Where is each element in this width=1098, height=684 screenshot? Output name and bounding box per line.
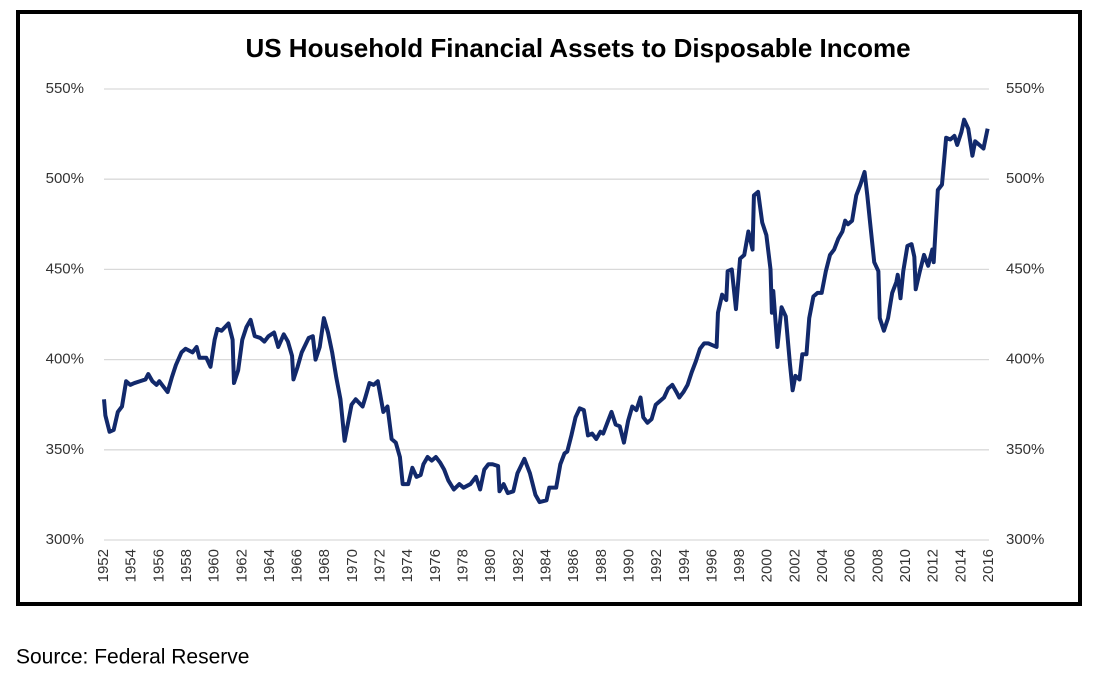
x-tick-label: 1968 xyxy=(316,549,333,582)
y2-tick-label: 450% xyxy=(1006,260,1044,277)
x-tick-label: 1972 xyxy=(372,549,389,582)
source-note: Source: Federal Reserve xyxy=(16,646,249,669)
y2-tick-label: 550% xyxy=(1006,80,1044,97)
x-tick-label: 1970 xyxy=(344,549,361,582)
y-tick-label: 350% xyxy=(46,441,84,458)
x-tick-label: 1976 xyxy=(427,549,444,582)
x-tick-label: 1988 xyxy=(593,549,610,582)
x-tick-label: 1984 xyxy=(537,549,554,582)
x-tick-label: 1982 xyxy=(510,549,527,582)
y2-tick-label: 400% xyxy=(1006,351,1044,368)
x-tick-label: 2002 xyxy=(786,549,803,582)
x-tick-label: 1974 xyxy=(399,549,416,582)
y2-tick-label: 350% xyxy=(1006,441,1044,458)
x-tick-label: 1986 xyxy=(565,549,582,582)
data-line xyxy=(102,117,990,505)
x-tick-label: 1956 xyxy=(150,549,167,582)
x-tick-label: 1954 xyxy=(123,549,140,582)
x-tick-label: 1962 xyxy=(233,549,250,582)
y-tick-label: 450% xyxy=(46,260,84,277)
x-tick-label: 2006 xyxy=(842,549,859,582)
chart-title: US Household Financial Assets to Disposa… xyxy=(245,33,910,63)
x-tick-label: 2004 xyxy=(814,549,831,582)
y-tick-label: 400% xyxy=(46,351,84,368)
x-tick-label: 1958 xyxy=(178,549,195,582)
x-tick-label: 2016 xyxy=(980,549,997,582)
x-tick-label: 2008 xyxy=(869,549,886,582)
x-tick-label: 2010 xyxy=(897,549,914,582)
x-tick-label: 1990 xyxy=(620,549,637,582)
y-tick-label: 550% xyxy=(46,80,84,97)
x-tick-label: 1964 xyxy=(261,549,278,582)
x-tick-label: 1992 xyxy=(648,549,665,582)
x-tick-label: 1960 xyxy=(206,549,223,582)
chart-frame xyxy=(16,10,1082,606)
y2-tick-label: 500% xyxy=(1006,170,1044,187)
x-tick-label: 1994 xyxy=(676,549,693,582)
x-tick-label: 2012 xyxy=(925,549,942,582)
x-tick-label: 1998 xyxy=(731,549,748,582)
y-tick-label: 500% xyxy=(46,170,84,187)
y2-tick-label: 300% xyxy=(1006,531,1044,548)
x-tick-label: 2000 xyxy=(759,549,776,582)
x-tick-label: 1952 xyxy=(95,549,112,582)
y-tick-label: 300% xyxy=(46,531,84,548)
x-tick-label: 1966 xyxy=(289,549,306,582)
x-tick-label: 2014 xyxy=(952,549,969,582)
x-tick-label: 1980 xyxy=(482,549,499,582)
x-tick-label: 1978 xyxy=(455,549,472,582)
x-tick-label: 1996 xyxy=(703,549,720,582)
